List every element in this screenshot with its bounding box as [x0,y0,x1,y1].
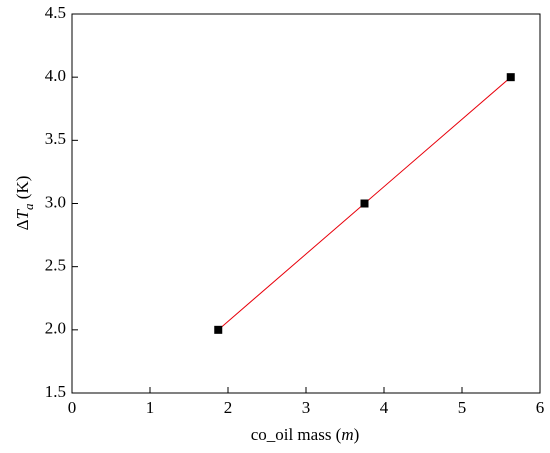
y-tick-label: 2.5 [45,256,66,275]
y-tick-label: 3.5 [45,129,66,148]
marker [506,73,515,82]
x-tick-label: 4 [380,398,389,417]
y-tick-label: 4.0 [45,66,66,85]
y-tick-label: 2.0 [45,319,66,338]
y-tick-label: 3.0 [45,192,66,211]
marker [214,325,223,334]
x-tick-label: 6 [536,398,545,417]
x-axis-label: co_oil mass (m) [251,425,360,444]
y-tick-label: 1.5 [45,382,66,401]
y-tick-label: 4.5 [45,3,66,22]
x-tick-label: 3 [302,398,311,417]
x-tick-label: 5 [458,398,467,417]
x-tick-label: 1 [146,398,155,417]
x-tick-label: 2 [224,398,233,417]
marker [360,199,369,208]
y-axis-label: ΔTa (K) [13,176,36,231]
x-tick-label: 0 [68,398,77,417]
plot-frame [71,13,541,394]
